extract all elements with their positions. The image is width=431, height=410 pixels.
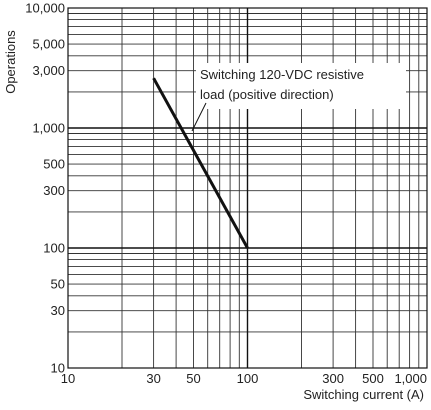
- y-tick-label: 30: [51, 303, 65, 318]
- annotation-box: [196, 63, 406, 109]
- annotation-leader: [191, 102, 207, 132]
- x-axis-label: Switching current (A): [303, 387, 424, 402]
- x-tick-label: 1,000: [394, 371, 427, 386]
- x-tick-label: 300: [322, 371, 344, 386]
- y-tick-label: 10: [51, 361, 65, 376]
- y-tick-label: 5,000: [32, 37, 65, 52]
- series-line: [152, 77, 249, 249]
- x-tick-label: 500: [362, 371, 384, 386]
- y-tick-label: 10,000: [25, 1, 65, 16]
- plot-frame: [67, 7, 428, 369]
- y-tick-label: 300: [43, 183, 65, 198]
- y-tick-label: 50: [51, 277, 65, 292]
- x-tick-label: 10: [61, 371, 75, 386]
- annotation-line-1: Switching 120-VDC resistive: [200, 67, 364, 82]
- y-tick-label: 1,000: [32, 121, 65, 136]
- y-tick-label: 100: [43, 241, 65, 256]
- x-tick-label: 50: [186, 371, 200, 386]
- x-tick-label: 30: [146, 371, 160, 386]
- series-group: [152, 77, 249, 249]
- y-tick-label: 500: [43, 157, 65, 172]
- annotation-line-2: load (positive direction): [200, 87, 334, 102]
- y-tick-labels: 10 30 50 100 300 500 1,000 3,000 5,000 10,000: [25, 1, 65, 376]
- y-tick-label: 3,000: [32, 63, 65, 78]
- x-tick-labels: 10 30 50 100 300 500 1,000: [61, 371, 427, 386]
- x-tick-label: 100: [237, 371, 259, 386]
- y-axis-label: Operations: [3, 30, 18, 94]
